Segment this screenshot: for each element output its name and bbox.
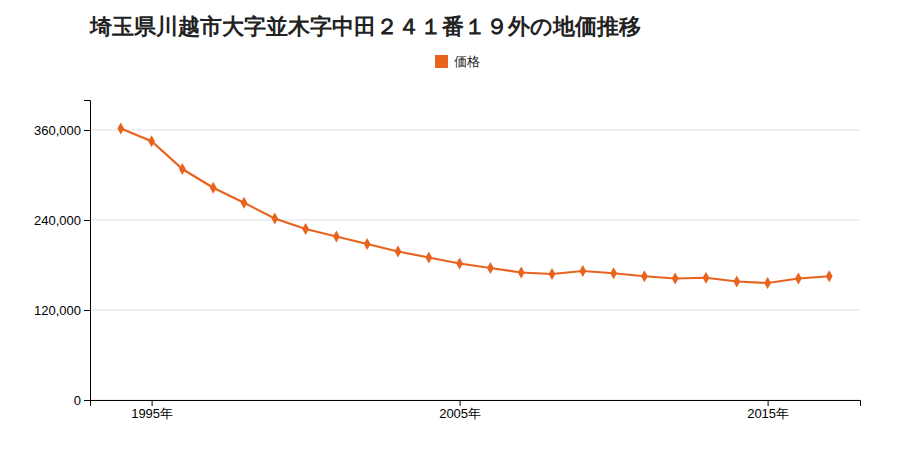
y-tick: 0	[74, 393, 90, 408]
marker	[148, 135, 155, 147]
title: 埼玉県川越市大字並木字中田２４１番１９外の地価推移	[89, 14, 641, 39]
series-line	[121, 129, 829, 284]
x-axis: 1995年 2005年 2015年	[91, 400, 861, 421]
y-tick-label: 120,000	[34, 303, 81, 318]
x-tick-label: 2015年	[747, 406, 789, 421]
marker	[487, 262, 494, 274]
marker	[333, 231, 340, 243]
marker	[518, 267, 525, 279]
y-tick-mark	[84, 310, 90, 311]
marker	[425, 252, 432, 264]
y-tick: 120,000	[34, 303, 90, 318]
x-tick-mark	[460, 400, 461, 406]
marker	[241, 197, 248, 209]
marker	[117, 123, 124, 135]
marker	[795, 273, 802, 285]
plot-area: 1995年 2005年 2015年 0 120,000 240,000 360,000	[34, 101, 861, 422]
marker	[395, 246, 402, 258]
marker	[733, 276, 740, 288]
grid-line	[90, 310, 860, 311]
series-group	[117, 123, 832, 289]
legend: 価格	[435, 54, 480, 69]
marker	[764, 277, 771, 289]
x-tick-label: 2005年	[439, 406, 481, 421]
legend-label: 価格	[454, 54, 480, 69]
y-tick-mark	[84, 130, 90, 131]
marker	[364, 238, 371, 250]
x-tick-label: 1995年	[131, 406, 173, 421]
x-tick: 1995年	[131, 400, 173, 421]
marker	[579, 265, 586, 277]
marker	[610, 267, 617, 279]
marker	[456, 258, 463, 270]
marker	[703, 272, 710, 284]
marker	[826, 270, 833, 282]
grid-line	[90, 220, 860, 221]
marker	[210, 182, 217, 194]
marker	[672, 273, 679, 285]
y-tick: 360,000	[34, 123, 90, 138]
x-axis-line	[91, 401, 861, 407]
y-tick-mark	[84, 400, 90, 401]
chart: 1995年 2005年 2015年 0 120,000 240,000 360,000 埼玉県…	[0, 0, 900, 450]
marker	[271, 213, 278, 225]
y-tick-mark	[84, 220, 90, 221]
x-tick-mark	[152, 400, 153, 406]
y-tick: 240,000	[34, 213, 90, 228]
y-tick-label: 360,000	[34, 123, 81, 138]
grid-line	[90, 130, 860, 131]
x-tick-mark	[768, 400, 769, 406]
marker	[302, 223, 309, 235]
marker	[549, 268, 556, 280]
x-tick: 2005年	[439, 400, 481, 421]
x-tick: 2015年	[747, 400, 789, 421]
legend-swatch	[435, 55, 448, 68]
y-axis-line	[84, 101, 91, 401]
marker	[641, 270, 648, 282]
y-tick-label: 0	[74, 393, 81, 408]
marker	[179, 163, 186, 175]
y-tick-label: 240,000	[34, 213, 81, 228]
y-axis: 0 120,000 240,000 360,000	[34, 101, 91, 408]
legend-item: 価格	[435, 54, 480, 69]
